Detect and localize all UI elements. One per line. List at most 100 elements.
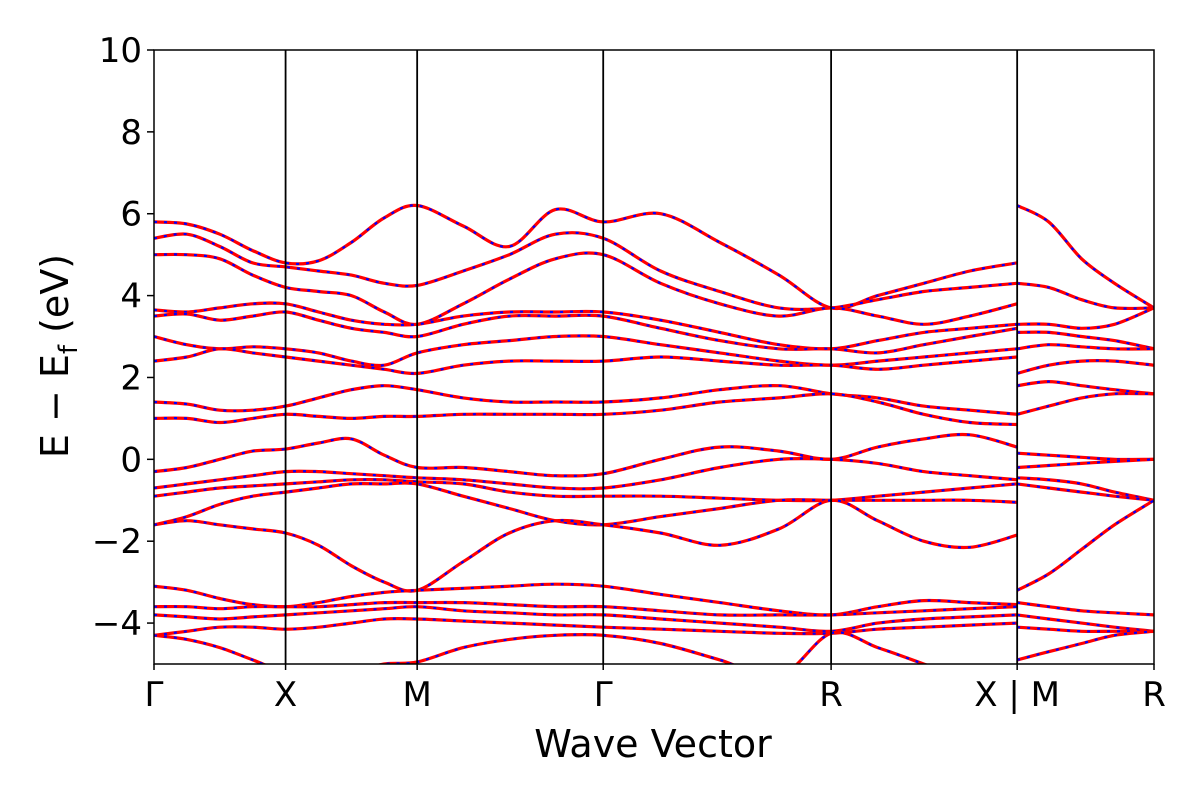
- y-tick-label-7: −4: [92, 604, 142, 644]
- band-11-line: [154, 456, 1018, 491]
- y-axis-ticks: 10 8 6 4 2 0 −2 −4: [92, 31, 154, 644]
- band-26-dash: [1017, 380, 1154, 395]
- band-7-dash: [154, 347, 1018, 375]
- y-tick-label-5: 0: [120, 440, 142, 480]
- band-9: [154, 392, 1018, 427]
- band-14: [154, 498, 1018, 593]
- x-tick-label-1: X: [274, 675, 297, 715]
- y-tick-label-3: 4: [120, 277, 142, 317]
- x-axis-label: Wave Vector: [534, 722, 772, 766]
- band-24-dash: [1017, 343, 1154, 351]
- band-8: [154, 383, 1018, 416]
- x-axis-ticks: Γ X M Γ R X | M R: [145, 664, 1166, 715]
- band-15-dash: [154, 583, 1018, 617]
- band-17-dash: [154, 605, 1018, 633]
- band-10: [154, 432, 1018, 478]
- band-29: [1017, 457, 1154, 470]
- band-33-dash: [1017, 601, 1154, 616]
- band-16-dash: [154, 601, 1018, 617]
- band-32-dash: [1016, 499, 1154, 592]
- band-28: [1017, 451, 1154, 462]
- band-35: [1017, 625, 1154, 634]
- band-11: [154, 456, 1018, 491]
- band-22-line: [1017, 306, 1154, 330]
- y-tick-label-2: 6: [120, 195, 142, 235]
- kpoint-divider-lines: [284, 50, 1019, 664]
- band-6-dash: [154, 334, 1018, 367]
- band-22: [1017, 306, 1154, 330]
- y-tick-label-0: 10: [99, 31, 142, 71]
- band-34-dash: [1017, 613, 1154, 633]
- band-5: [154, 310, 1018, 355]
- band-9-dash: [154, 392, 1018, 426]
- band-4: [154, 301, 1018, 351]
- band-14-line: [154, 498, 1018, 593]
- band-16: [154, 600, 1018, 617]
- x-tick-label-5: X | M: [974, 675, 1060, 715]
- band-23: [1017, 330, 1154, 351]
- band-20-dash: [1016, 204, 1154, 309]
- y-axis-label: E − Ef (eV): [33, 254, 84, 458]
- band-20-line: [1016, 204, 1154, 310]
- band-12-dash: [154, 478, 1018, 502]
- x-tick-label-2: M: [402, 675, 431, 715]
- band-17: [154, 605, 1018, 633]
- band-18: [154, 616, 1018, 637]
- band-6: [154, 334, 1018, 368]
- band-13: [154, 481, 1018, 527]
- y-axis-label-unit: (eV): [33, 254, 77, 345]
- band-1: [154, 203, 1018, 311]
- band-3-dash: [154, 251, 1018, 326]
- band-30: [1017, 476, 1154, 502]
- band-33: [1016, 601, 1154, 617]
- x-tick-label-3: Γ: [594, 675, 613, 715]
- y-tick-label-4: 2: [120, 358, 142, 398]
- band-8-line: [154, 383, 1018, 416]
- band-27-dash: [1016, 392, 1154, 416]
- band-31: [1016, 482, 1154, 502]
- band-1-dash: [154, 204, 1018, 310]
- band-15-line: [154, 582, 1018, 617]
- band-22-dash: [1017, 306, 1154, 330]
- band-21: [1016, 281, 1154, 311]
- band-30-dash: [1017, 476, 1154, 502]
- band-5-dash: [154, 310, 1018, 355]
- band-36-dash: [1016, 630, 1154, 661]
- x-tick-label-0: Γ: [145, 675, 164, 715]
- band-23-dash: [1017, 331, 1154, 350]
- band-14-dash: [154, 499, 1018, 593]
- y-axis-label-main: E − E: [33, 354, 77, 458]
- band-32: [1016, 498, 1154, 592]
- band-28-dash: [1017, 452, 1154, 461]
- band-10-dash: [154, 433, 1018, 478]
- band-20: [1016, 204, 1154, 310]
- x-tick-label-4: R: [819, 675, 843, 715]
- band-12: [154, 477, 1018, 503]
- band-19-dash: [154, 631, 927, 664]
- band-2: [154, 231, 1018, 312]
- band-25: [1016, 358, 1154, 375]
- band-36: [1016, 629, 1154, 662]
- band-10-line: [154, 432, 1018, 478]
- x-tick-label-6: R: [1142, 675, 1166, 715]
- band-24: [1016, 343, 1154, 351]
- y-tick-label-1: 8: [120, 113, 142, 153]
- band-4-line: [154, 301, 1018, 351]
- band-19: [154, 630, 929, 664]
- band-lines: [154, 203, 1154, 664]
- band-29-dash: [1017, 458, 1154, 469]
- band-7: [154, 347, 1018, 376]
- band-35-dash: [1017, 626, 1154, 633]
- band-34: [1016, 613, 1154, 633]
- band-26: [1016, 379, 1154, 396]
- y-tick-label-6: −2: [92, 522, 142, 562]
- band-2-line: [154, 231, 1018, 312]
- band-18-dash: [154, 617, 1018, 637]
- band-15: [154, 582, 1018, 617]
- band-13-dash: [154, 481, 1018, 527]
- band-25-dash: [1016, 359, 1154, 375]
- band-8-dash: [154, 384, 1018, 416]
- band-3: [154, 251, 1018, 326]
- band-21-dash: [1017, 282, 1154, 310]
